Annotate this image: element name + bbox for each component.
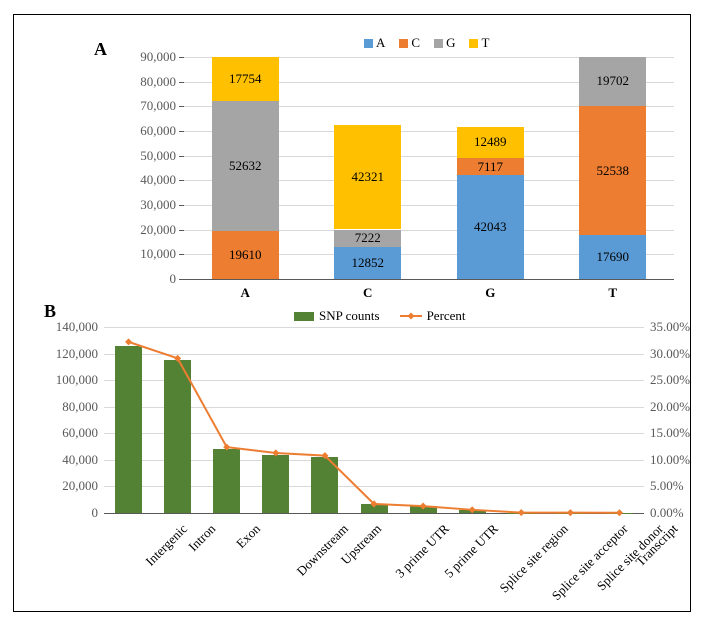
page-root: A B ACGT 010,00020,00030,00040,00050,000… xyxy=(0,0,702,624)
chart-a-tick xyxy=(179,82,184,83)
chart-a-bar: 19610 52632 17754 xyxy=(212,57,279,279)
chart-a-tick xyxy=(179,205,184,206)
chart-a-category-label: G xyxy=(429,285,552,301)
figure-frame: A B ACGT 010,00020,00030,00040,00050,000… xyxy=(13,14,691,612)
chart-b-legend: SNP counts Percent xyxy=(294,308,466,324)
chart-a-ytick-label: 20,000 xyxy=(126,222,176,238)
chart-a-segment-label: 17690 xyxy=(579,249,646,265)
legend-swatch xyxy=(294,312,314,321)
chart-a-ytick-label: 40,000 xyxy=(126,172,176,188)
chart-a-gridline xyxy=(184,279,674,280)
chart-a-tick xyxy=(179,106,184,107)
chart-b: 020,00040,00060,00080,000100,000120,0001… xyxy=(104,327,644,513)
chart-b-y2tick-label: 5.00% xyxy=(650,478,684,494)
chart-b-y2tick-label: 25.00% xyxy=(650,372,690,388)
chart-b-y2tick-label: 30.00% xyxy=(650,346,690,362)
legend-swatch xyxy=(399,39,408,48)
chart-a-ytick-label: 90,000 xyxy=(126,49,176,65)
chart-b-y2tick-label: 35.00% xyxy=(650,319,690,335)
chart-a-tick xyxy=(179,57,184,58)
chart-a-segment-label: 42043 xyxy=(457,219,524,235)
legend-text: C xyxy=(411,35,420,51)
legend-swatch xyxy=(434,39,443,48)
chart-b-y2tick-label: 10.00% xyxy=(650,452,690,468)
chart-b-y2tick-label: 20.00% xyxy=(650,399,690,415)
chart-a-legend-item: G xyxy=(434,35,455,51)
chart-a-segment-label: 17754 xyxy=(212,71,279,87)
chart-b-category-label: Intron xyxy=(185,521,219,555)
chart-a-ytick-label: 50,000 xyxy=(126,148,176,164)
chart-b-legend-item: SNP counts xyxy=(294,308,380,324)
chart-a-segment-label: 12852 xyxy=(334,255,401,271)
chart-a-segment-label: 52538 xyxy=(579,163,646,179)
chart-a-legend-item: C xyxy=(399,35,420,51)
chart-b-y2tick-label: 0.00% xyxy=(650,505,684,521)
chart-a-ytick-label: 10,000 xyxy=(126,246,176,262)
chart-a-segment-label: 42321 xyxy=(334,169,401,185)
chart-b-legend-item: Percent xyxy=(400,308,466,324)
chart-b-category-label: Exon xyxy=(233,521,264,552)
legend-swatch xyxy=(469,39,478,48)
legend-text: G xyxy=(446,35,455,51)
chart-a-tick xyxy=(179,230,184,231)
chart-a-tick xyxy=(179,131,184,132)
chart-a-bar: 17690 52538 19702 xyxy=(579,57,646,279)
chart-a: 010,00020,00030,00040,00050,00060,00070,… xyxy=(184,57,674,279)
chart-a-ytick-label: 80,000 xyxy=(126,74,176,90)
chart-b-ytick-label: 140,000 xyxy=(42,319,98,335)
legend-swatch xyxy=(400,315,422,317)
chart-b-ytick-label: 20,000 xyxy=(42,478,98,494)
chart-a-bar: 42043 7117 12489 xyxy=(457,57,524,279)
chart-b-ytick-label: 120,000 xyxy=(42,346,98,362)
chart-a-ytick-label: 0 xyxy=(126,271,176,287)
chart-a-ytick-label: 70,000 xyxy=(126,98,176,114)
legend-swatch xyxy=(364,39,373,48)
chart-b-y2tick-label: 15.00% xyxy=(650,425,690,441)
chart-a-ytick-label: 30,000 xyxy=(126,197,176,213)
legend-text: T xyxy=(481,35,489,51)
chart-b-ytick-label: 40,000 xyxy=(42,452,98,468)
panel-label-a: A xyxy=(94,39,107,60)
legend-text: SNP counts xyxy=(319,308,380,324)
chart-a-tick xyxy=(179,254,184,255)
chart-b-ytick-label: 80,000 xyxy=(42,399,98,415)
chart-a-legend-item: T xyxy=(469,35,489,51)
chart-a-segment-label: 52632 xyxy=(212,158,279,174)
chart-a-tick xyxy=(179,279,184,280)
chart-a-category-label: T xyxy=(552,285,675,301)
chart-a-category-label: A xyxy=(184,285,307,301)
chart-b-category-label: Intergenic xyxy=(142,521,190,569)
chart-a-segment-label: 19610 xyxy=(212,247,279,263)
legend-text: A xyxy=(376,35,385,51)
legend-text: Percent xyxy=(427,308,466,324)
chart-a-segment-label: 19702 xyxy=(579,73,646,89)
chart-a-ytick-label: 60,000 xyxy=(126,123,176,139)
chart-a-segment-label: 7117 xyxy=(457,159,524,175)
chart-b-ytick-label: 0 xyxy=(42,505,98,521)
chart-a-tick xyxy=(179,156,184,157)
chart-b-ytick-label: 60,000 xyxy=(42,425,98,441)
chart-a-segment-label: 12489 xyxy=(457,134,524,150)
chart-b-ytick-label: 100,000 xyxy=(42,372,98,388)
chart-a-legend-item: A xyxy=(364,35,385,51)
chart-a-category-label: C xyxy=(307,285,430,301)
chart-b-line xyxy=(104,327,644,513)
chart-a-bar: 12852 7222 42321 xyxy=(334,57,401,279)
chart-a-tick xyxy=(179,180,184,181)
chart-a-segment-label: 7222 xyxy=(334,230,401,246)
chart-a-legend: ACGT xyxy=(364,35,489,51)
